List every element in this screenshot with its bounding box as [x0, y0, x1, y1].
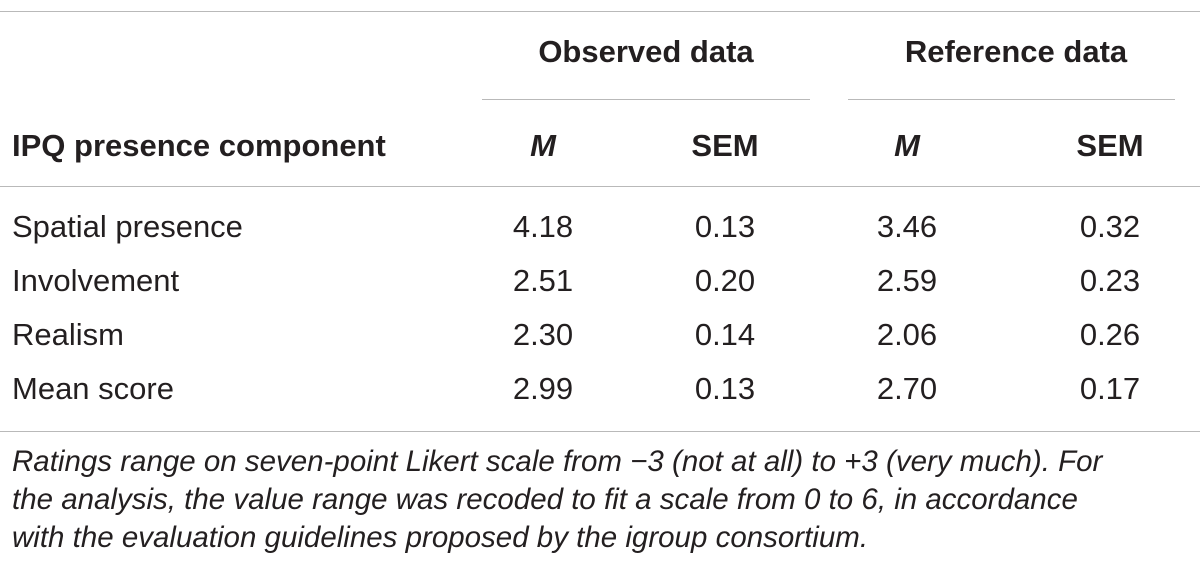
footnote-line: Ratings range on seven-point Likert scal…: [12, 445, 1103, 478]
reference-group-rule: [848, 99, 1175, 100]
table-bottom-rule: [0, 431, 1200, 432]
header-rule: [0, 186, 1200, 187]
reference-m-value: 3.46: [876, 209, 938, 244]
column-header-component: IPQ presence component: [12, 128, 386, 163]
observed-group-rule: [482, 99, 810, 100]
column-header-reference-sem: SEM: [1076, 128, 1144, 163]
reference-m-value: 2.59: [876, 263, 938, 298]
reference-sem-value: 0.32: [1079, 209, 1141, 244]
observed-sem-value: 0.20: [694, 263, 756, 298]
table-footnote: Ratings range on seven-point Likert scal…: [12, 443, 1192, 557]
observed-m-value: 2.30: [512, 317, 574, 352]
observed-m-value: 4.18: [512, 209, 574, 244]
group-header-reference: Reference data: [904, 34, 1128, 69]
observed-m-value: 2.51: [512, 263, 574, 298]
row-label: Realism: [12, 317, 124, 352]
row-label: Mean score: [12, 371, 174, 406]
reference-m-value: 2.06: [876, 317, 938, 352]
row-label: Involvement: [12, 263, 180, 298]
reference-sem-value: 0.23: [1079, 263, 1141, 298]
reference-m-value: 2.70: [876, 371, 938, 406]
row-label: Spatial presence: [12, 209, 243, 244]
observed-sem-value: 0.14: [694, 317, 756, 352]
group-header-observed: Observed data: [538, 34, 754, 69]
reference-sem-value: 0.17: [1079, 371, 1141, 406]
footnote-line: the analysis, the value range was recode…: [12, 483, 1078, 516]
reference-sem-value: 0.26: [1079, 317, 1141, 352]
column-header-reference-m: M: [894, 128, 920, 163]
column-header-observed-m: M: [530, 128, 556, 163]
footnote-line: with the evaluation guidelines proposed …: [12, 521, 869, 554]
column-header-observed-sem: SEM: [691, 128, 759, 163]
observed-m-value: 2.99: [512, 371, 574, 406]
observed-sem-value: 0.13: [694, 371, 756, 406]
observed-sem-value: 0.13: [694, 209, 756, 244]
table-top-rule: [0, 11, 1200, 12]
